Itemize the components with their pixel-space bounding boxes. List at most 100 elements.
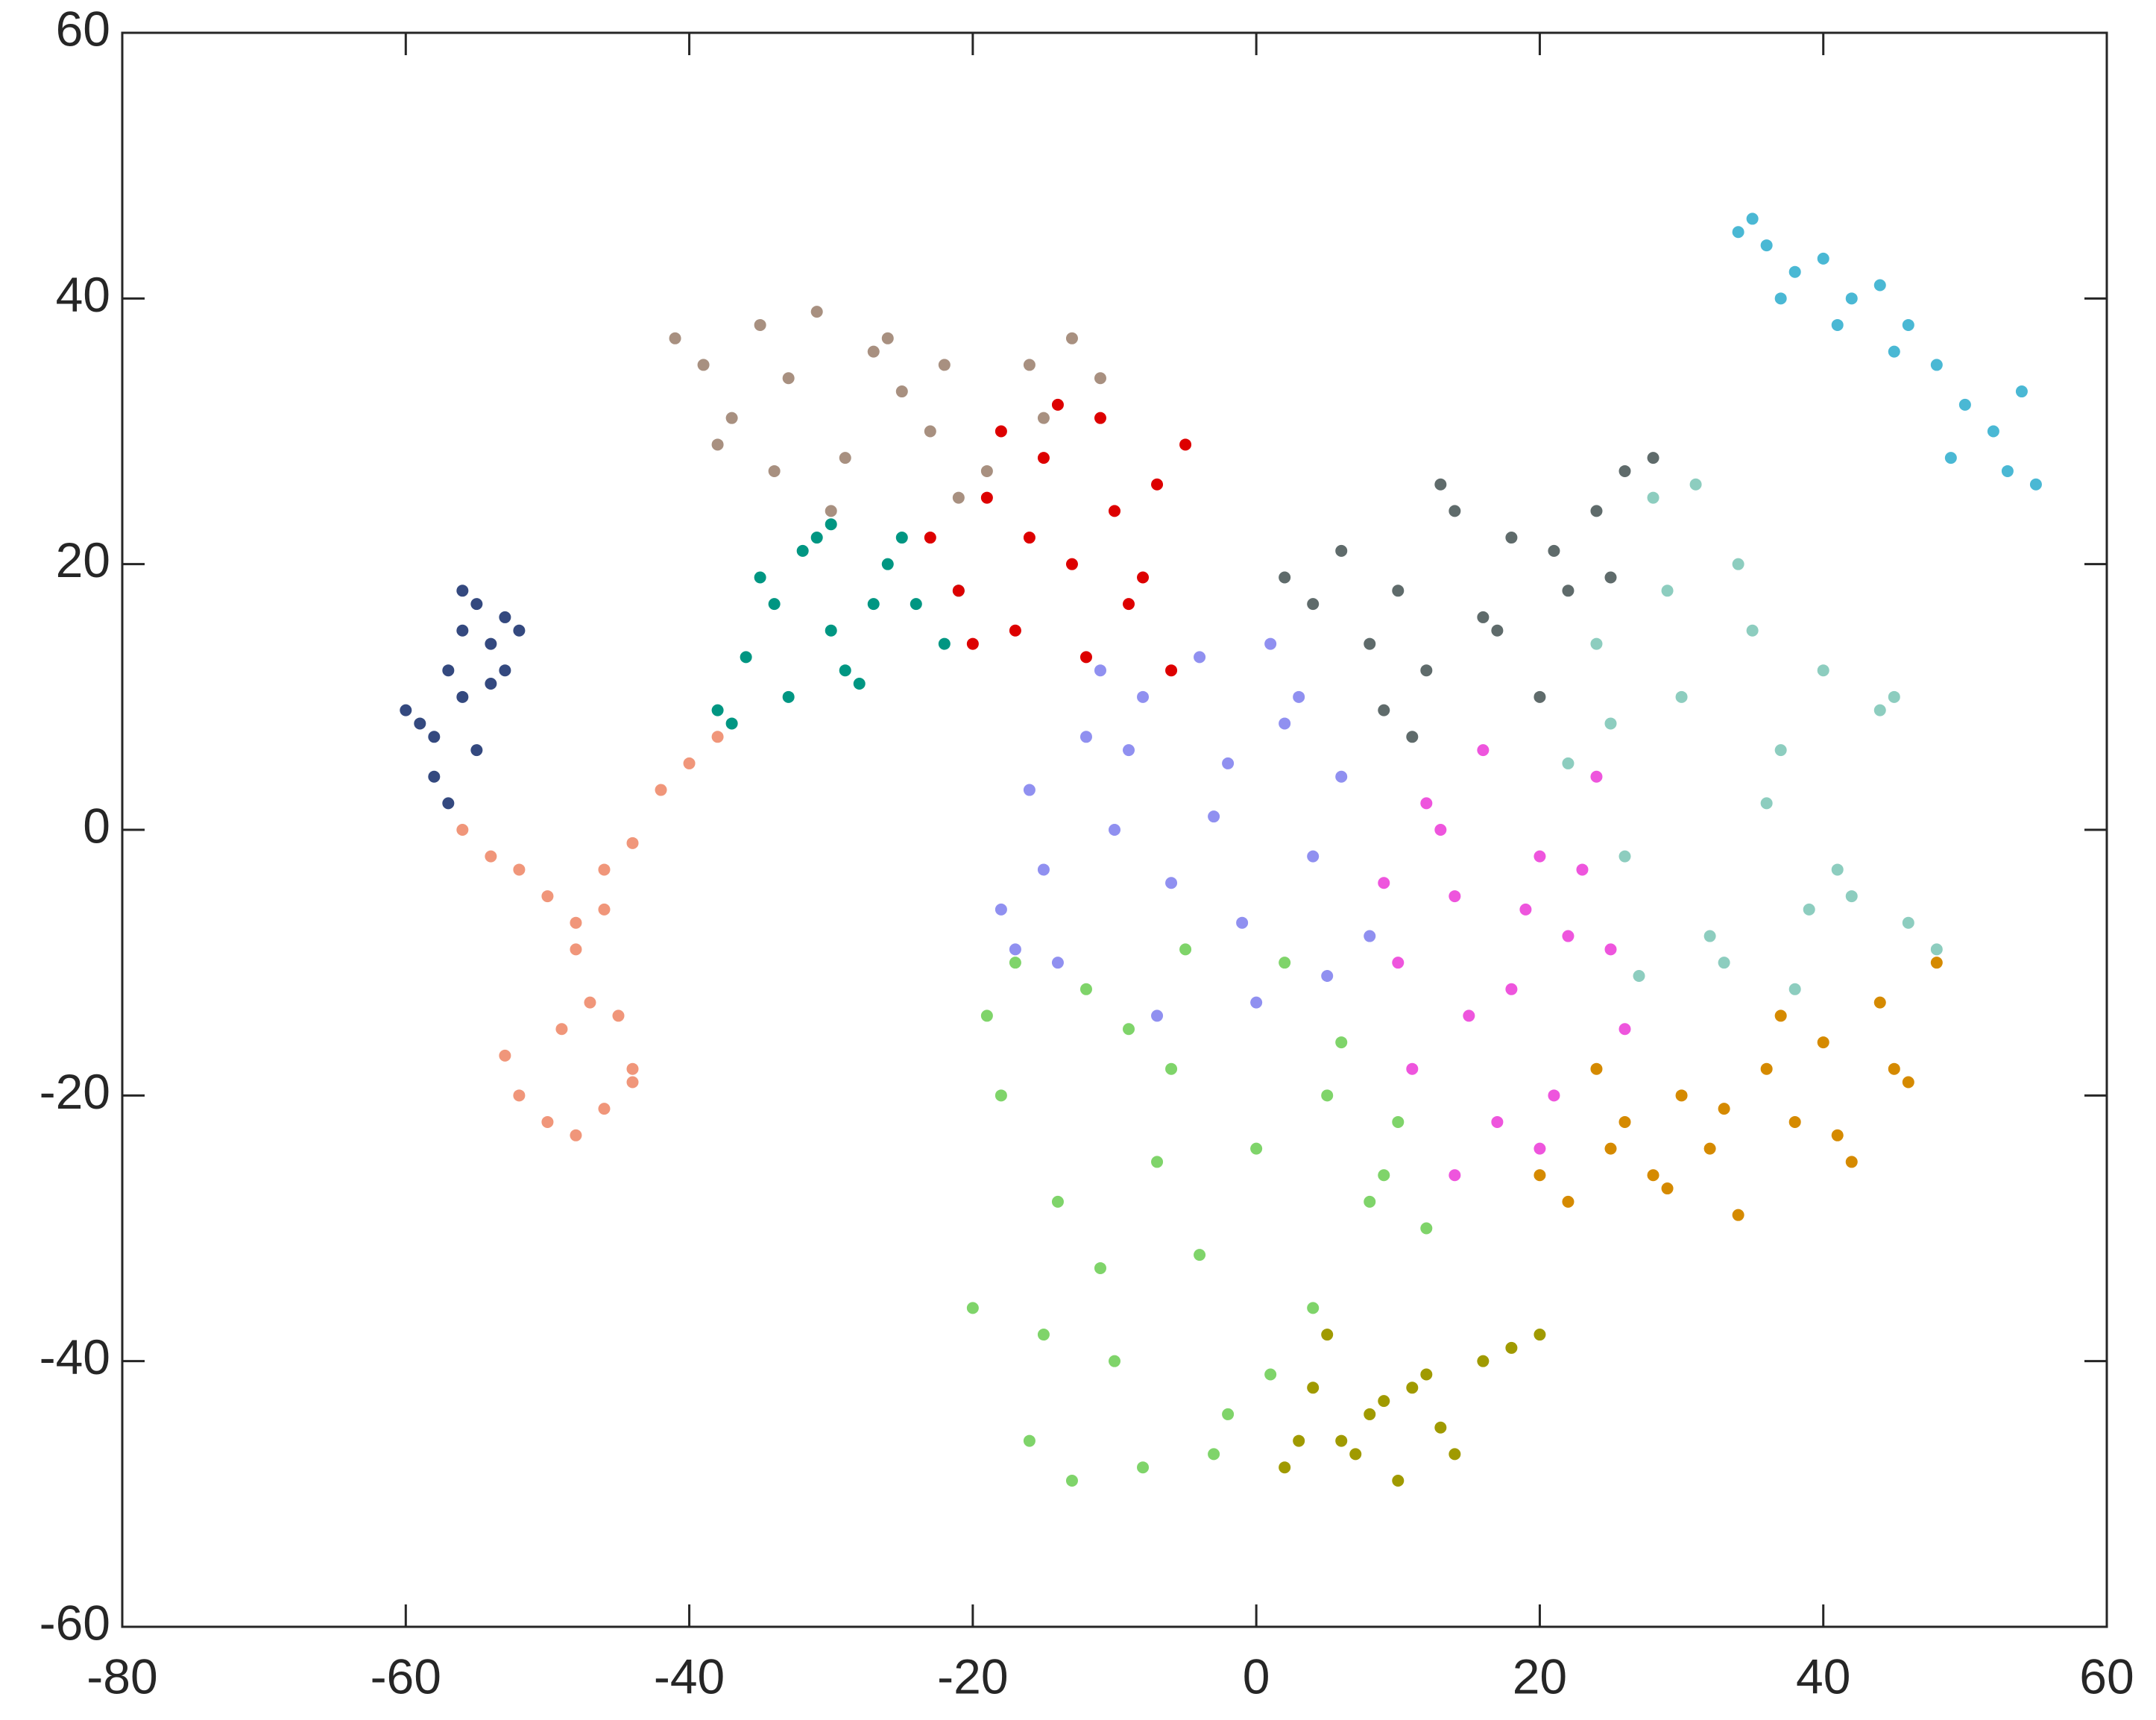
point [725, 717, 738, 730]
point [995, 425, 1007, 438]
point [414, 717, 426, 730]
point [1037, 863, 1050, 876]
point [1831, 318, 1844, 331]
point [485, 850, 497, 863]
point [1477, 1355, 1490, 1367]
point [485, 637, 497, 650]
point [1364, 1195, 1376, 1208]
point [881, 332, 894, 344]
y-tick-label: -40 [40, 1329, 110, 1384]
point [1576, 863, 1589, 876]
point [1618, 464, 1631, 477]
point [428, 770, 441, 783]
point [1604, 1142, 1617, 1155]
point [711, 731, 724, 743]
point [924, 532, 936, 544]
point [1222, 1408, 1235, 1420]
point [626, 837, 639, 849]
point [1718, 1103, 1730, 1115]
point [1491, 624, 1504, 637]
point [1604, 943, 1617, 956]
point [1236, 916, 1249, 929]
x-tick-label: -80 [86, 1648, 157, 1704]
point [1179, 438, 1192, 451]
point [725, 412, 738, 424]
point [456, 585, 469, 597]
point [1009, 943, 1021, 956]
point [1477, 744, 1490, 757]
point [669, 332, 681, 344]
point [442, 797, 455, 810]
point [1392, 957, 1405, 969]
point [655, 784, 667, 796]
point [952, 585, 965, 597]
point [1930, 943, 1943, 956]
point [1321, 969, 1334, 982]
point [1505, 983, 1518, 995]
y-tick-label: 0 [83, 798, 110, 853]
point [1449, 1448, 1461, 1461]
point [1548, 1089, 1560, 1102]
point [1335, 770, 1348, 783]
point [711, 704, 724, 716]
point [1094, 372, 1106, 385]
point [1831, 863, 1844, 876]
point [1449, 1169, 1461, 1182]
point [867, 598, 880, 611]
point [1250, 1142, 1263, 1155]
point [1264, 1368, 1277, 1381]
point [1534, 850, 1546, 863]
point [938, 637, 951, 650]
point [1675, 690, 1688, 703]
point [1434, 1421, 1447, 1434]
point [1803, 903, 1815, 916]
point [839, 452, 851, 464]
point [1392, 1115, 1405, 1128]
point [1094, 664, 1106, 677]
point [1307, 598, 1320, 611]
point [570, 943, 582, 956]
x-tick-label: -20 [937, 1648, 1008, 1704]
point [1590, 1062, 1603, 1075]
point [1392, 585, 1405, 597]
point [1902, 1076, 1914, 1089]
point [1307, 850, 1320, 863]
point [924, 425, 936, 438]
y-tick-label: -60 [40, 1595, 110, 1650]
point [1065, 1475, 1078, 1487]
point [1137, 1461, 1150, 1474]
point [626, 1062, 639, 1075]
point [1123, 744, 1135, 757]
point [1888, 1062, 1900, 1075]
point [1222, 757, 1235, 769]
point [456, 624, 469, 637]
point [1293, 690, 1305, 703]
point [1378, 877, 1390, 889]
point [810, 532, 823, 544]
point [1279, 717, 1291, 730]
point [1321, 1089, 1334, 1102]
point [1788, 983, 1801, 995]
point [1873, 279, 1886, 292]
point [1335, 1434, 1348, 1447]
point [1449, 890, 1461, 903]
point [2001, 464, 2014, 477]
point [499, 611, 511, 623]
point [1335, 1036, 1348, 1049]
point [626, 1076, 639, 1089]
point [1633, 969, 1645, 982]
point [1505, 532, 1518, 544]
y-tick-label: 20 [56, 532, 110, 587]
point [697, 359, 710, 371]
point [1179, 943, 1192, 956]
point [1760, 239, 1773, 252]
point [1051, 957, 1064, 969]
point [499, 664, 511, 677]
point [442, 664, 455, 677]
point [1732, 1209, 1744, 1221]
point [1661, 1182, 1674, 1195]
point [768, 598, 781, 611]
point [1647, 491, 1659, 504]
point [825, 505, 837, 517]
